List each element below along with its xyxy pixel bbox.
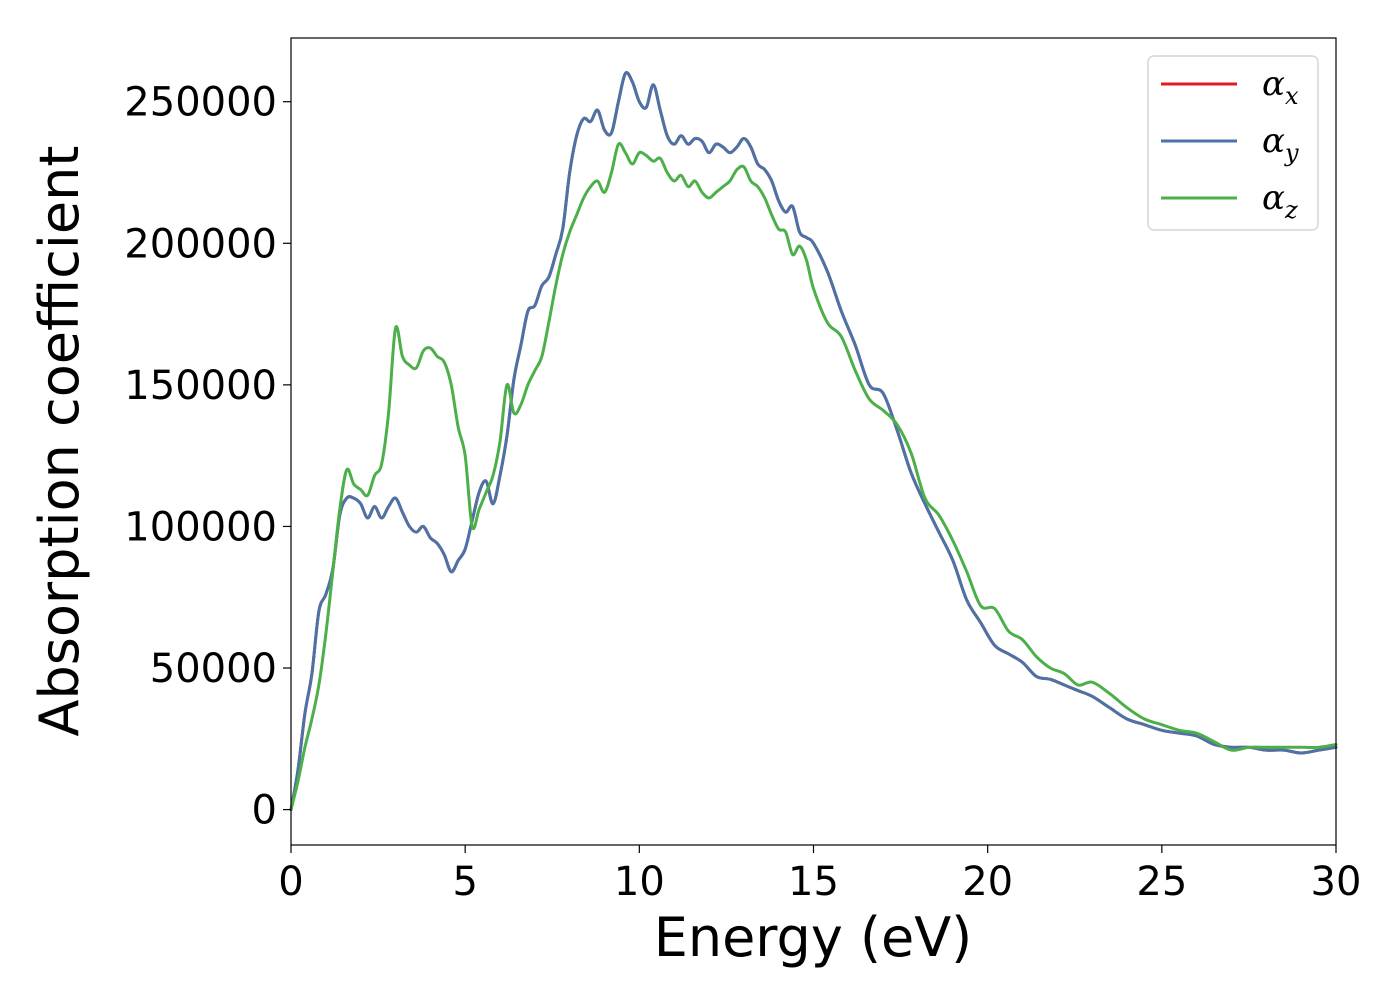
y-tick-label: 50000 <box>150 646 277 692</box>
x-tick-label: 0 <box>278 859 303 905</box>
x-tick-label: 25 <box>1136 859 1187 905</box>
legend: αx αy αz <box>1147 55 1319 231</box>
legend-box <box>1147 55 1319 231</box>
legend-label-y: αy <box>1262 121 1299 167</box>
y-axis-label: Absorption coefficient <box>28 146 91 737</box>
legend-label-x: αx <box>1262 64 1299 110</box>
y-tick-label: 100000 <box>124 504 277 550</box>
y-tick-label: 0 <box>252 788 277 834</box>
y-axis: 0 50000 100000 150000 200000 250000 <box>124 80 291 834</box>
series-line-y <box>289 71 1338 812</box>
x-tick-label: 15 <box>788 859 839 905</box>
x-tick-label: 10 <box>614 859 665 905</box>
x-axis-label: Energy (eV) <box>654 906 973 969</box>
y-tick-label: 200000 <box>124 221 277 267</box>
x-tick-label: 20 <box>962 859 1013 905</box>
x-tick-label: 30 <box>1311 859 1362 905</box>
x-axis: 0 5 10 15 20 25 30 <box>278 845 1361 905</box>
y-tick-label: 250000 <box>124 80 277 126</box>
x-tick-label: 5 <box>452 859 477 905</box>
y-tick-label: 150000 <box>124 363 277 409</box>
series-line-z <box>289 141 1338 812</box>
legend-label-z: αz <box>1262 178 1298 224</box>
series-layer <box>289 71 1338 812</box>
